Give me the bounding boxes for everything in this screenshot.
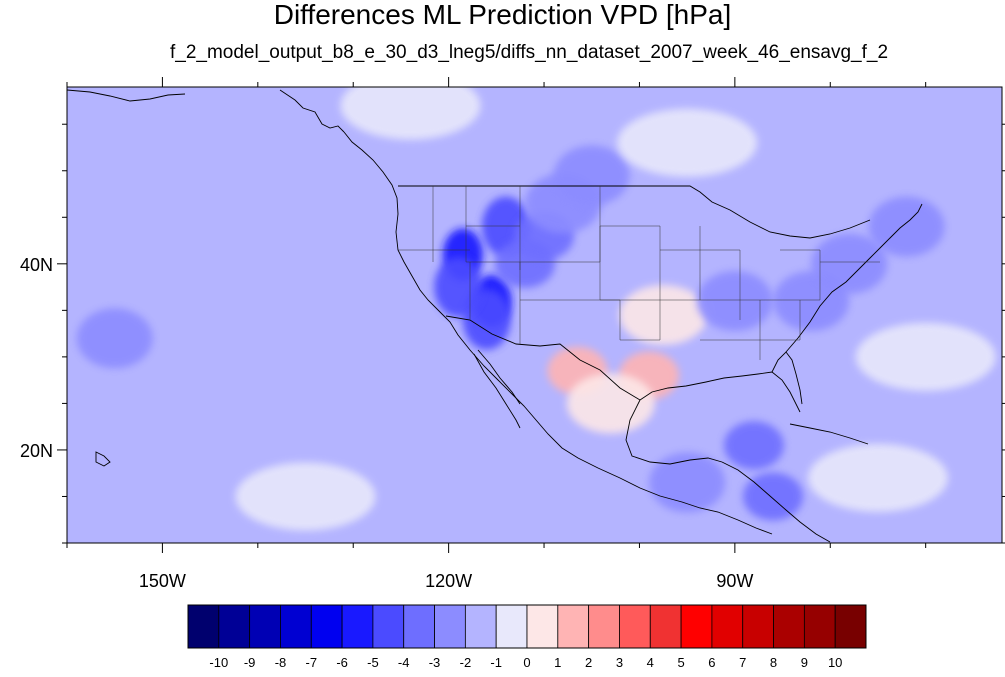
us-mexico-border [445, 315, 641, 401]
field-region-8 [434, 257, 483, 318]
colorbar-label: -8 [275, 655, 287, 670]
field-region-14 [811, 233, 888, 294]
field-region-6 [553, 145, 630, 206]
field-region-15 [868, 196, 945, 257]
colorbar-label: -1 [490, 655, 502, 670]
field-region-20 [76, 308, 153, 369]
colorbar: -10 -9 -8 -7 -6 -5 -4 -3 -2 -1 0 1 2 3 4 5 6 7 8 9 10 [187, 604, 867, 670]
colorbar-swatch [341, 604, 374, 649]
map-plot-area [66, 86, 1003, 544]
colorbar-label: -10 [209, 655, 228, 670]
colorbar-label: 3 [616, 655, 623, 670]
colorbar-swatch [464, 604, 497, 649]
colorbar-swatch [218, 604, 251, 649]
map-title: Differences ML Prediction VPD [hPa] [273, 0, 732, 30]
colorbar-label: 5 [677, 655, 684, 670]
central-america-coastline [721, 461, 831, 543]
colorbar-swatch [434, 604, 466, 649]
colorbar-label: -5 [367, 655, 379, 670]
colorbar-swatch [619, 604, 651, 649]
colorbar-label: 8 [770, 655, 777, 670]
colorbar-label: 0 [523, 655, 530, 670]
colorbar-swatch [187, 604, 220, 649]
field-region-22 [617, 108, 758, 177]
colorbar-swatch [773, 604, 805, 649]
cuba-coastline [789, 423, 869, 445]
colorbar-swatch [249, 604, 281, 649]
vpd-difference-field [76, 87, 996, 531]
hawaii-coastline [95, 451, 111, 467]
us-canada-border [398, 185, 871, 239]
alaska-coastline [67, 89, 345, 133]
field-region-25 [808, 443, 948, 512]
colorbar-swatch [649, 604, 682, 649]
colorbar-label: 7 [739, 655, 746, 670]
colorbar-label: -7 [306, 655, 318, 670]
map-frame [66, 86, 1003, 544]
east-coastline [785, 203, 923, 353]
field-region-16 [696, 271, 773, 331]
lon-tick-label: 120W [425, 571, 472, 591]
colorbar-swatch [526, 604, 559, 649]
state-border-line [398, 186, 880, 360]
florida-coastline [771, 351, 803, 405]
colorbar-swatch [803, 604, 836, 649]
colorbar-label: 1 [554, 655, 561, 670]
colorbar-label: 6 [708, 655, 715, 670]
lat-tick-label: 20N [20, 441, 53, 461]
map-subtitle: f_2_model_output_b8_e_30_d3_lneg5/diffs_… [169, 42, 889, 63]
colorbar-swatch [310, 604, 343, 649]
colorbar-frame [187, 604, 867, 649]
colorbar-label: -9 [244, 655, 256, 670]
baja-coastline [473, 349, 521, 429]
field-region-19 [649, 452, 726, 513]
lon-tick-label: 90W [716, 571, 753, 591]
colorbar-label: -2 [460, 655, 472, 670]
field-region-24 [235, 462, 376, 531]
colorbar-swatch [403, 604, 435, 649]
field-region-12 [566, 373, 655, 434]
colorbar-swatch [711, 604, 744, 649]
colorbar-swatch [495, 604, 528, 649]
coastlines-and-borders [67, 89, 923, 543]
colorbar-label: 9 [801, 655, 808, 670]
axis-ticks: 150W 120W 90W 40N 20N [20, 77, 1005, 591]
colorbar-label: -4 [398, 655, 410, 670]
field-region-23 [855, 322, 996, 391]
field-region-18 [743, 472, 803, 521]
colorbar-label: -3 [429, 655, 441, 670]
state-borders [398, 186, 880, 360]
colorbar-label: 2 [585, 655, 592, 670]
colorbar-swatch [834, 604, 867, 649]
colorbar-swatch [372, 604, 405, 649]
colorbar-label: 4 [647, 655, 654, 670]
field-region-17 [723, 421, 784, 470]
colorbar-swatch [680, 604, 713, 649]
colorbar-swatch [557, 604, 590, 649]
field-region-11 [619, 285, 708, 345]
colorbar-swatch [280, 604, 312, 649]
west-coastline [343, 131, 773, 535]
colorbar-label: -6 [336, 655, 348, 670]
colorbar-swatch [742, 604, 774, 649]
colorbar-label: 10 [828, 655, 842, 670]
gulf-coastline [625, 371, 801, 465]
lon-tick-label: 150W [139, 571, 186, 591]
field-region-21 [340, 87, 481, 140]
lat-tick-label: 40N [20, 255, 53, 275]
colorbar-swatch [588, 604, 620, 649]
